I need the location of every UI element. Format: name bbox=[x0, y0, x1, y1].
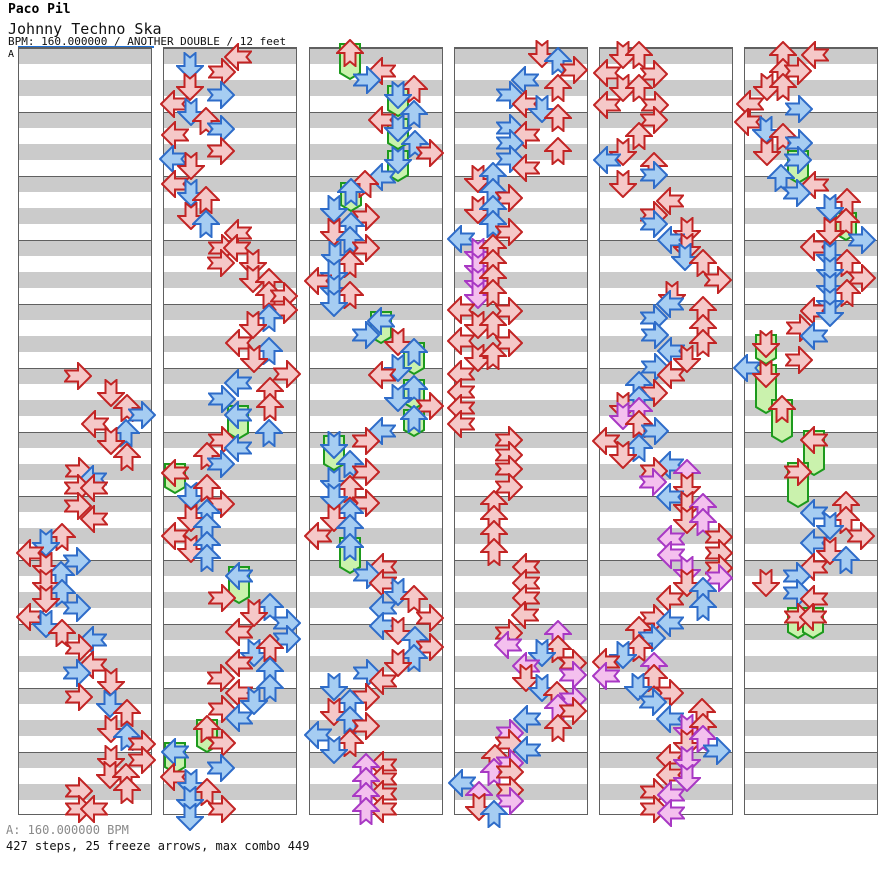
chart-panel-3 bbox=[309, 47, 443, 815]
step-stats: 427 steps, 25 freeze arrows, max combo 4… bbox=[6, 839, 310, 853]
artist-name: Paco Pil bbox=[8, 2, 71, 17]
chart-panel-6 bbox=[744, 47, 878, 815]
chart-panel-4 bbox=[454, 47, 588, 815]
chart-panel-1 bbox=[18, 47, 152, 815]
chart-panel-2 bbox=[163, 47, 297, 815]
tempo-marker-label: A bbox=[8, 49, 15, 60]
chart-panel-5 bbox=[599, 47, 733, 815]
song-title: Johnny Techno Ska bbox=[8, 20, 162, 38]
tempo-legend: A: 160.000000 BPM bbox=[6, 823, 129, 837]
bpm-difficulty-meta: BPM: 160.000000 / ANOTHER DOUBLE / 12 fe… bbox=[8, 35, 287, 48]
